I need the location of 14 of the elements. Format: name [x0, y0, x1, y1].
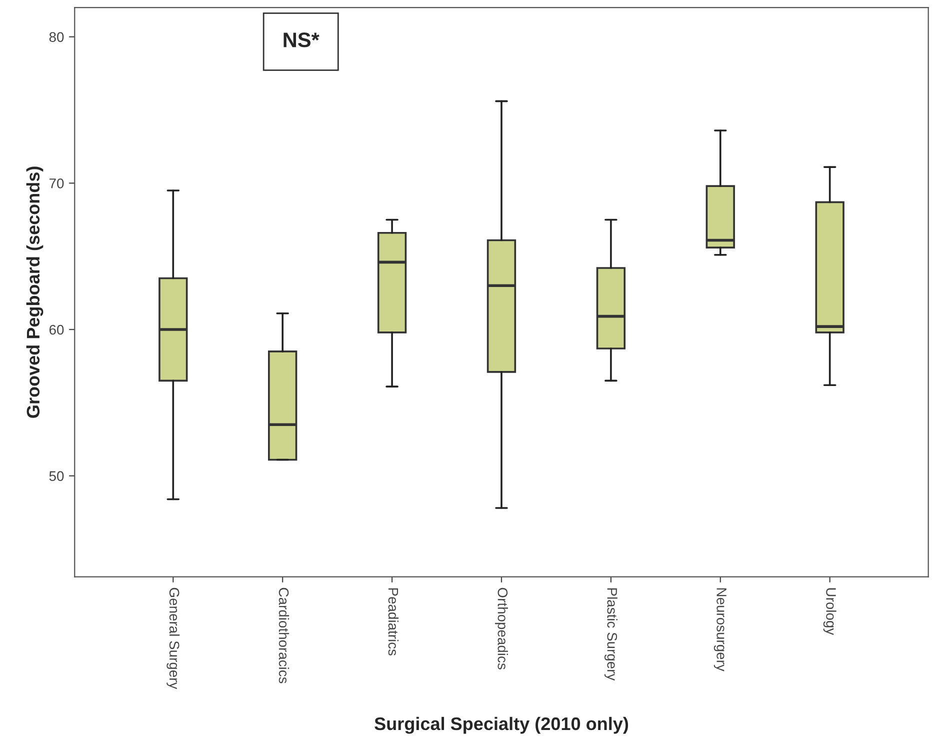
annotation: NS* [284, 32, 320, 48]
y-axis-title: Grooved Pegboard (seconds) [26, 166, 44, 418]
x-tick-label: Peadiatrics [388, 588, 399, 656]
x-tick-label: Urology [823, 588, 836, 636]
y-tick-label: 70 [49, 178, 64, 188]
x-tick-label: Orthopeadics [495, 588, 508, 670]
x-tick-label: Plastic Surgery [604, 588, 618, 681]
x-tick-label: General Surgery [166, 588, 180, 690]
x-tick-label: Cardiothoracics [278, 588, 290, 684]
x-axis-title: Surgical Specialty (2010 only) [374, 716, 628, 734]
y-tick-label: 80 [49, 32, 64, 42]
y-tick-label: 50 [49, 471, 64, 482]
x-tick-label: Neurosurgery [714, 588, 726, 672]
y-tick-label: 60 [49, 324, 64, 335]
